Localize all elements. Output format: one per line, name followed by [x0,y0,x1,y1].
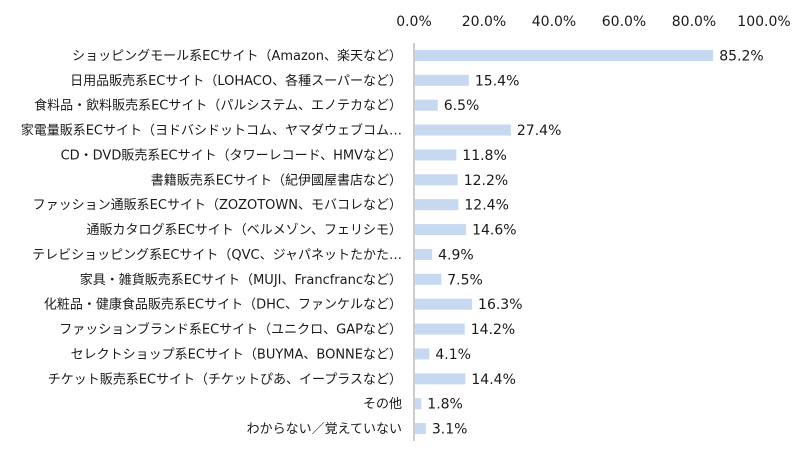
category-label: 家具・雑貨販売系ECサイト（MUJI、Francfrancなど） [80,272,402,288]
bar [415,348,430,360]
x-tick-label: 40.0% [532,14,576,30]
x-tick-label: 80.0% [672,14,716,30]
x-axis-ticks: 0.0% 20.0% 40.0% 60.0% 80.0% 100.0% [396,14,790,30]
category-label: 通販カタログ系ECサイト（ベルメゾン、フェリシモ） [86,223,402,238]
data-label: 85.2% [719,48,763,64]
x-tick-label: 20.0% [462,14,506,30]
category-label: テレビショッピング系ECサイト（QVC、ジャパネットたかた… [32,248,402,263]
data-label: 3.1% [432,422,468,438]
data-label: 14.4% [471,372,515,388]
x-tick-label: 0.0% [396,14,432,30]
bar [415,224,467,236]
data-label: 11.8% [462,148,506,164]
category-label: セレクトショップ系ECサイト（BUYMA、BONNEなど） [71,347,402,362]
data-label: 1.8% [427,397,463,413]
data-label: 15.4% [475,73,519,89]
bar [415,149,457,161]
category-labels: ショッピングモール系ECサイト（Amazon、楽天など） 日用品販売系ECサイト（… [21,48,402,437]
category-label: わからない／覚えていない [247,422,402,437]
data-label: 4.1% [435,347,471,363]
bar [415,74,469,86]
bar [415,298,473,310]
category-label: 日用品販売系ECサイト（LOHACO、各種スーパーなど） [70,73,402,89]
bar [415,99,438,111]
bar [415,323,465,335]
category-label: 食料品・飲料販売系ECサイト（パルシステム、エノテカなど） [34,98,402,114]
category-label: ファッション通販系ECサイト（ZOZOTOWN、モバコレなど） [33,198,402,213]
bar [415,423,426,435]
category-label: ファッションブランド系ECサイト（ユニクロ、GAPなど） [59,322,402,338]
data-label: 4.9% [438,247,474,263]
data-label: 6.5% [444,98,480,114]
bar [415,248,433,260]
data-label: 12.2% [464,173,508,189]
bar [415,199,459,211]
bar [415,373,466,385]
data-label: 7.5% [447,272,483,288]
category-label: チケット販売系ECサイト（チケットぴあ、イープラスなど） [48,371,402,387]
bar [415,49,714,61]
category-label: 化粧品・健康食品販売系ECサイト（DHC、ファンケルなど） [44,297,402,313]
bars-group [415,49,714,435]
data-label: 27.4% [517,123,561,139]
x-tick-label: 60.0% [602,14,646,30]
category-label: その他 [363,397,402,412]
bar [415,398,422,410]
category-label: ショッピングモール系ECサイト（Amazon、楽天など） [72,48,402,64]
category-label: CD・DVD販売系ECサイト（タワーレコード、HMVなど） [61,147,402,163]
data-label: 14.6% [472,223,516,239]
data-label: 14.2% [471,322,515,338]
data-label: 16.3% [478,297,522,313]
bar [415,273,442,285]
bar [415,124,511,136]
bar [415,174,458,186]
category-label: 書籍販売系ECサイト（紀伊國屋書店など） [151,172,402,188]
category-label: 家電量販系ECサイト（ヨドバシドットコム、ヤマダウェブコム… [21,123,402,139]
x-tick-label: 100.0% [737,14,790,30]
data-labels: 85.2% 15.4% 6.5% 27.4% 11.8% 12.2% 12.4% 14.6% 4… [427,48,763,437]
data-label: 12.4% [464,198,508,214]
